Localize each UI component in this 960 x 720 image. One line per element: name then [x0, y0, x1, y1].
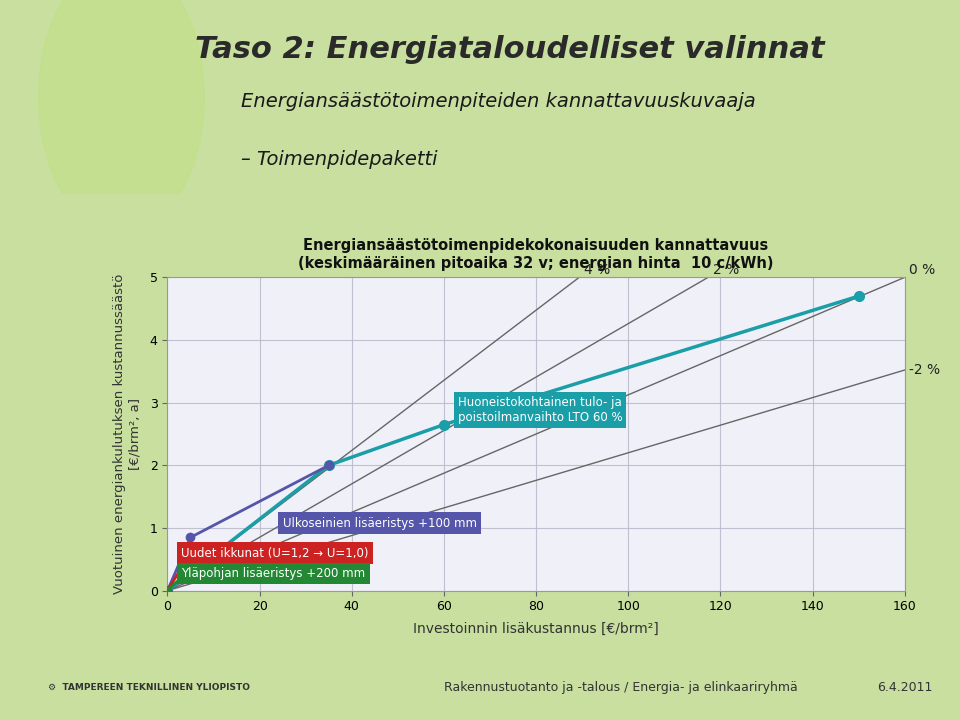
- Ellipse shape: [38, 0, 204, 233]
- Text: 0 %: 0 %: [909, 264, 936, 277]
- Text: ⚙  TAMPEREEN TEKNILLINEN YLIOPISTO: ⚙ TAMPEREEN TEKNILLINEN YLIOPISTO: [48, 683, 250, 692]
- Text: Energiansäästötoimenpiteiden kannattavuuskuvaaja: Energiansäästötoimenpiteiden kannattavuu…: [241, 91, 756, 111]
- X-axis label: Investoinnin lisäkustannus [€/brm²]: Investoinnin lisäkustannus [€/brm²]: [413, 622, 659, 636]
- Text: 6.4.2011: 6.4.2011: [877, 681, 932, 694]
- Text: Uudet ikkunat (U=1,2 → U=1,0): Uudet ikkunat (U=1,2 → U=1,0): [181, 546, 369, 559]
- Title: Energiansäästötoimenpidekokonaisuuden kannattavuus
(keskimääräinen pitoaika 32 v: Energiansäästötoimenpidekokonaisuuden ka…: [299, 238, 774, 271]
- Text: 4 %: 4 %: [584, 264, 611, 277]
- Text: Huoneistokohtainen tulo- ja
poistoilmanvaihto LTO 60 %: Huoneistokohtainen tulo- ja poistoilmanv…: [458, 396, 622, 424]
- Text: -2 %: -2 %: [909, 363, 941, 377]
- Text: – Toimenpidepaketti: – Toimenpidepaketti: [241, 150, 438, 169]
- Text: Rakennustuotanto ja -talous / Energia- ja elinkaariryhmä: Rakennustuotanto ja -talous / Energia- j…: [444, 681, 798, 694]
- Text: Taso 2: Energiataloudelliset valinnat: Taso 2: Energiataloudelliset valinnat: [195, 35, 825, 64]
- Text: 2 %: 2 %: [712, 264, 739, 277]
- Text: Yläpohjan lisäeristys +200 mm: Yläpohjan lisäeristys +200 mm: [181, 567, 366, 580]
- Y-axis label: Vuotuinen energiankulutuksen kustannussäästö
[€/brm², a]: Vuotuinen energiankulutuksen kustannussä…: [113, 274, 141, 594]
- Text: Ulkoseinien lisäeristys +100 mm: Ulkoseinien lisäeristys +100 mm: [282, 516, 476, 529]
